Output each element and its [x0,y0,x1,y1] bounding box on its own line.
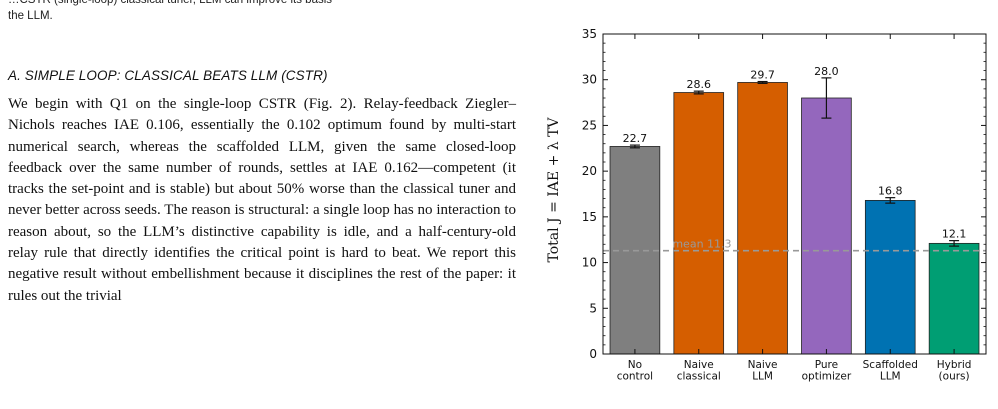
paragraph-text: worse than the classical tuner and never… [8,181,516,304]
x-tick-label: classical [677,371,721,383]
x-tick-label: Pure [815,359,838,371]
paragraph-text: optimum found by multi-start numerical s… [8,117,516,176]
paragraph-number: 0.102 [286,117,321,134]
paragraph-text: —competent (it tracks the set-point and … [8,159,516,198]
figure-caption-tail: …CSTR (single-loop) classical tuner, LLM… [8,0,508,24]
mean-reference-label: mean 11.3 [672,238,731,251]
paragraph-number: 0.162 [384,159,419,176]
y-tick-label: 25 [582,118,597,132]
x-tick-label: Scaffolded [863,359,918,371]
paragraph-text: We begin with Q1 on the single-loop CSTR… [8,96,516,134]
caption-line: …CSTR (single-loop) classical tuner, LLM… [8,0,333,6]
y-tick-label: 0 [589,347,597,361]
section-heading: A. SIMPLE LOOP: CLASSICAL BEATS LLM (CST… [8,68,328,83]
y-tick-label: 35 [582,27,597,41]
bar [928,242,980,355]
data-label: 12.1 [942,228,967,241]
data-label: 28.6 [687,78,712,91]
x-tick-label: Hybrid [937,359,972,371]
bar [864,199,916,355]
paragraph-number: 0.106 [146,117,180,134]
y-tick-label: 5 [589,301,597,315]
caption-line: the LLM. [8,10,53,22]
bar [801,97,852,355]
y-tick-label: 15 [582,210,597,224]
x-tick-label: No [628,359,642,371]
x-tick-label: LLM [752,371,773,383]
x-tick-label: optimizer [802,371,852,383]
data-label: 16.8 [878,185,903,198]
data-label: 29.7 [750,69,775,82]
x-tick-label: control [617,371,653,383]
y-axis-label: Total J = IAE + λ TV [546,117,562,263]
x-tick-label: Naive [684,359,714,371]
body-paragraph: We begin with Q1 on the single-loop CSTR… [8,94,516,307]
data-label: 28.0 [814,65,839,78]
x-tick-label: Naive [748,359,778,371]
bar [737,82,788,355]
plot-frame [602,33,987,355]
paragraph-text: , essentially the [179,117,287,134]
y-tick-label: 10 [582,256,597,270]
y-tick-label: 30 [582,73,597,87]
bar [673,92,725,355]
x-tick-label: LLM [880,371,901,383]
bar-chart: Total J = IAE + λ TV 22.7 No control 28.6 Na… [528,20,994,409]
x-tick-label: (ours) [939,371,970,383]
y-tick-label: 20 [582,164,597,178]
paragraph-number: 50% [276,181,305,198]
data-label: 22.7 [623,132,648,145]
